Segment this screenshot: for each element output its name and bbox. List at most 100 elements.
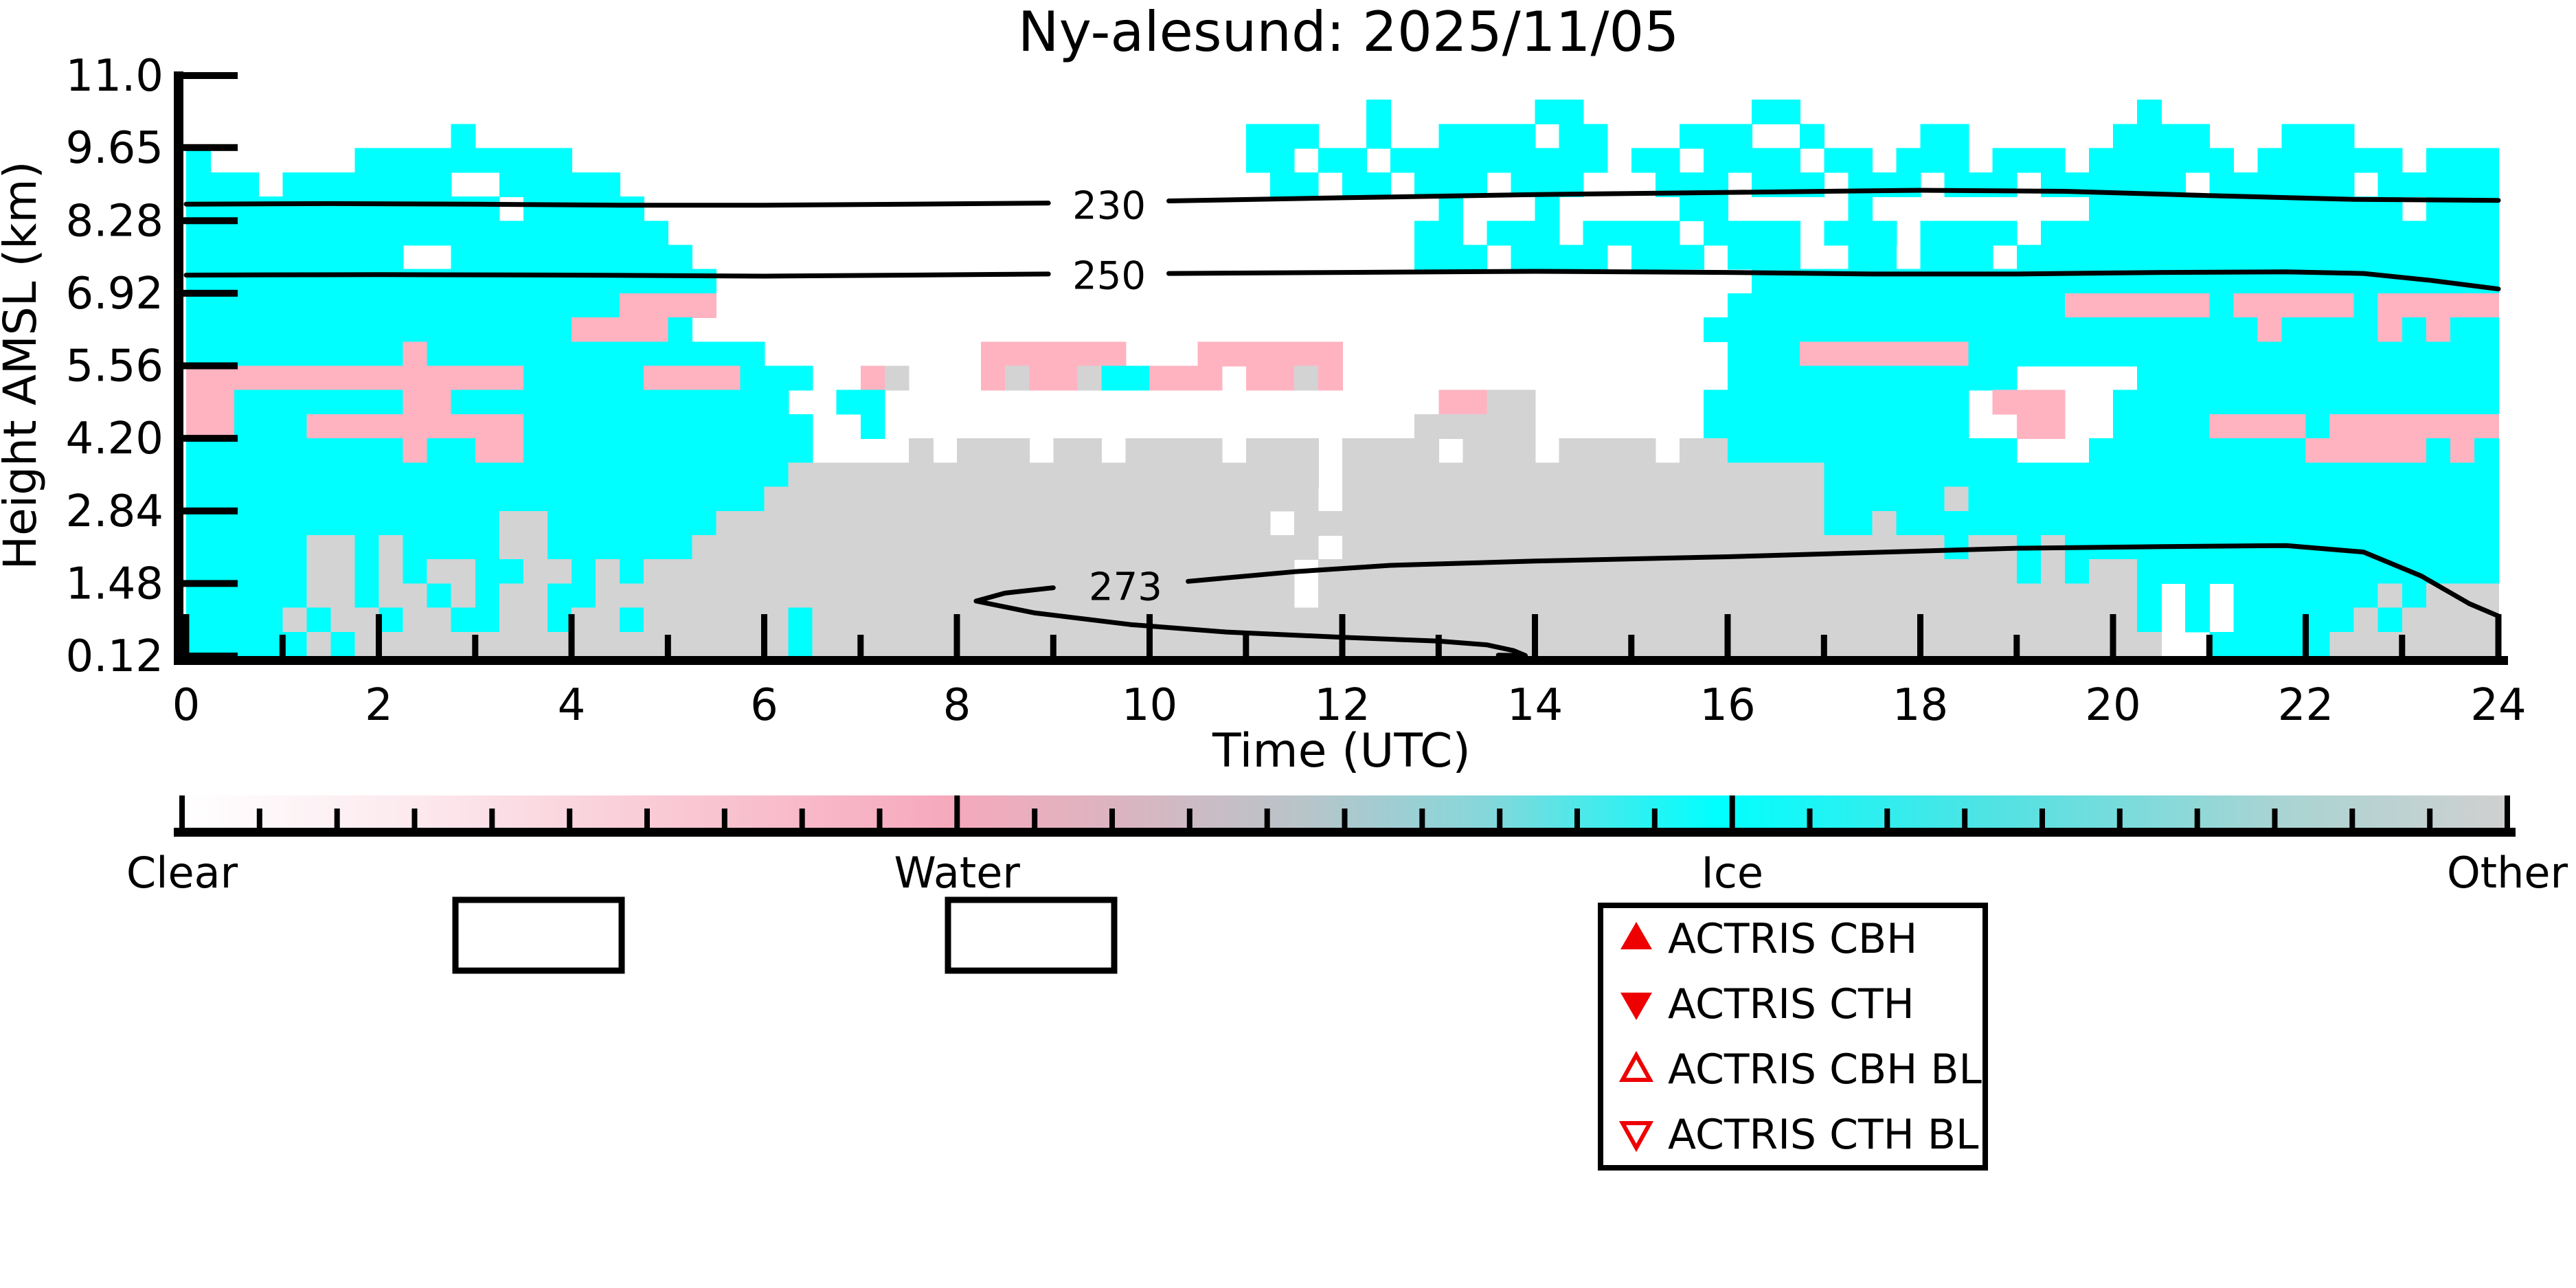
class-cell-ice bbox=[1728, 365, 2018, 391]
class-cell-ice bbox=[186, 221, 668, 246]
class-cell-ice bbox=[2305, 414, 2331, 439]
class-cell-ice bbox=[740, 365, 813, 391]
class-cell-ice bbox=[186, 535, 308, 560]
x-minor-tick bbox=[1628, 635, 1635, 656]
class-cell-ice bbox=[1631, 245, 1704, 270]
class-cell-water bbox=[981, 365, 1006, 391]
colorbar-minor-tick bbox=[1186, 809, 1193, 828]
colorbar-minor-tick bbox=[1264, 809, 1270, 828]
class-cell-ice bbox=[1848, 245, 1897, 270]
class-cell-ice bbox=[1414, 172, 1488, 197]
colorbar-minor-tick bbox=[1651, 809, 1658, 828]
class-cell-other bbox=[1559, 438, 1656, 464]
class-cell-ice bbox=[1728, 438, 2018, 464]
class-cell-other bbox=[306, 535, 356, 560]
y-tick-label: 2.84 bbox=[66, 486, 164, 537]
class-cell-ice bbox=[2426, 148, 2499, 173]
class-cell-water bbox=[1438, 389, 1488, 415]
class-cell-ice bbox=[330, 631, 356, 657]
colorbar-minor-tick bbox=[2349, 809, 2355, 828]
x-minor-tick bbox=[1820, 635, 1827, 656]
colorbar-major-tick bbox=[179, 795, 185, 828]
class-cell-water bbox=[572, 317, 669, 343]
colorbar-label-water: Water bbox=[894, 848, 1021, 898]
class-cell-ice bbox=[186, 293, 620, 318]
x-major-tick bbox=[761, 614, 767, 656]
class-cell-water bbox=[2450, 438, 2475, 464]
class-cell-water bbox=[1029, 365, 1078, 391]
class-cell-ice bbox=[2113, 389, 2499, 415]
class-cell-ice bbox=[1631, 148, 1680, 173]
class-cell-ice bbox=[523, 196, 644, 221]
class-cell-ice bbox=[523, 438, 813, 464]
colorbar-minor-tick bbox=[2116, 809, 2123, 828]
class-cell-ice bbox=[2377, 607, 2403, 633]
class-cell-water bbox=[981, 341, 1127, 367]
x-major-tick bbox=[2495, 614, 2502, 656]
x-tick-label: 20 bbox=[2085, 680, 2140, 731]
class-cell-ice bbox=[788, 607, 813, 633]
class-cell-water bbox=[1149, 365, 1223, 391]
class-cell-other bbox=[1342, 535, 1945, 560]
class-cell-ice bbox=[1414, 245, 1488, 270]
class-cell-water bbox=[2305, 438, 2427, 464]
class-cell-ice bbox=[1703, 317, 2259, 343]
bottom-spine bbox=[174, 656, 2508, 665]
class-cell-ice bbox=[186, 462, 789, 488]
x-major-tick bbox=[376, 614, 382, 656]
class-cell-ice bbox=[788, 631, 813, 657]
class-cell-other bbox=[403, 607, 452, 633]
x-minor-tick bbox=[1050, 635, 1057, 656]
class-cell-other bbox=[2377, 583, 2403, 609]
x-minor-tick bbox=[1243, 635, 1250, 656]
class-cell-ice bbox=[451, 607, 500, 633]
x-tick-label: 6 bbox=[750, 680, 778, 731]
page-title: Ny-alesund: 2025/11/05 bbox=[1018, 0, 1679, 64]
class-cell-other bbox=[1342, 438, 1440, 464]
colorbar-minor-tick bbox=[411, 809, 418, 828]
class-cell-other bbox=[596, 583, 1295, 609]
colorbar-minor-tick bbox=[1884, 809, 1890, 828]
class-cell-ice bbox=[354, 559, 380, 585]
x-minor-tick bbox=[2013, 635, 2020, 656]
class-cell-ice bbox=[2257, 148, 2403, 173]
class-cell-ice bbox=[1920, 124, 1969, 149]
class-cell-ice bbox=[403, 559, 428, 585]
colorbar-major-tick bbox=[1729, 795, 1735, 828]
class-cell-other bbox=[379, 535, 404, 560]
colorbar-minor-tick bbox=[721, 809, 727, 828]
class-cell-ice bbox=[186, 245, 404, 270]
class-cell-water bbox=[2016, 414, 2066, 439]
x-minor-tick bbox=[472, 635, 479, 656]
class-cell-ice bbox=[547, 510, 717, 536]
x-major-tick bbox=[1917, 614, 1923, 656]
colorbar-minor-tick bbox=[1574, 809, 1580, 828]
class-cell-other bbox=[1053, 438, 1103, 464]
class-cell-other bbox=[908, 438, 934, 464]
class-cell-ice bbox=[1318, 148, 1367, 173]
legend-item-label: ACTRIS CBH BL bbox=[1668, 1046, 1982, 1094]
x-major-tick bbox=[2303, 614, 2309, 656]
y-major-tick bbox=[183, 580, 238, 587]
colorbar-minor-tick bbox=[1419, 809, 1425, 828]
class-cell-ice bbox=[379, 607, 404, 633]
x-tick-label: 12 bbox=[1314, 680, 1370, 731]
class-cell-ice bbox=[1438, 124, 1536, 149]
class-cell-ice bbox=[2137, 365, 2499, 391]
y-tick-label: 0.12 bbox=[66, 631, 164, 682]
colorbar-minor-tick bbox=[567, 809, 573, 828]
class-cell-other bbox=[572, 607, 620, 633]
class-cell-water bbox=[2329, 414, 2499, 439]
class-cell-water bbox=[186, 365, 524, 391]
colorbar-minor-tick bbox=[877, 809, 883, 828]
class-cell-ice bbox=[2185, 583, 2211, 609]
y-major-tick bbox=[183, 217, 238, 225]
class-cell-water bbox=[2064, 293, 2211, 318]
class-cell-ice bbox=[2209, 293, 2235, 318]
class-cell-ice bbox=[1535, 100, 1584, 125]
class-cell-ice bbox=[282, 172, 452, 197]
colorbar-minor-tick bbox=[1962, 809, 1968, 828]
class-cell-ice bbox=[234, 389, 404, 415]
class-cell-ice bbox=[2064, 559, 2090, 585]
